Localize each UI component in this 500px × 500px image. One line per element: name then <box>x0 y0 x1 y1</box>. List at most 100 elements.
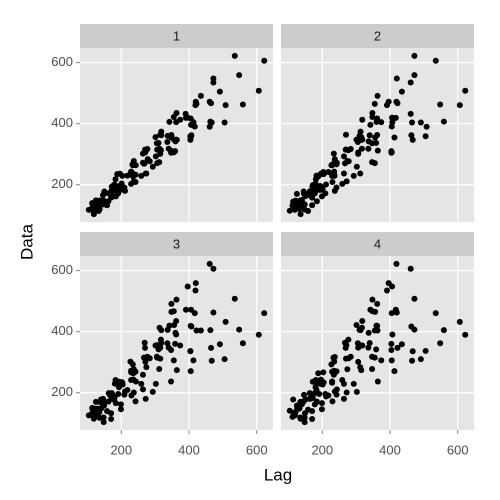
point <box>165 145 172 152</box>
point <box>146 158 153 165</box>
point <box>309 394 316 401</box>
point <box>187 347 194 354</box>
point <box>374 322 381 329</box>
point <box>207 118 214 125</box>
x-tick-label: 200 <box>311 442 333 457</box>
point <box>172 340 179 347</box>
point <box>354 139 361 146</box>
point <box>191 310 198 317</box>
point <box>182 110 189 117</box>
point <box>142 358 149 365</box>
y-tick-label: 600 <box>51 54 73 69</box>
point <box>111 393 118 400</box>
point <box>139 371 146 378</box>
point <box>173 296 180 303</box>
point <box>158 132 165 139</box>
point <box>369 353 376 360</box>
point <box>374 147 381 154</box>
point <box>132 398 139 405</box>
point <box>158 327 165 334</box>
point <box>339 376 346 383</box>
point <box>365 329 372 336</box>
point <box>130 389 137 396</box>
point <box>100 419 107 426</box>
point <box>149 163 156 170</box>
y-tick-label: 400 <box>51 115 73 130</box>
point <box>354 340 361 347</box>
point <box>152 153 159 160</box>
point <box>411 295 418 302</box>
point <box>132 378 139 385</box>
point <box>207 327 214 334</box>
point <box>432 310 439 317</box>
point <box>114 379 121 386</box>
point <box>339 180 346 187</box>
point <box>139 386 146 393</box>
point <box>385 280 392 287</box>
strip-label: 4 <box>374 236 381 251</box>
point <box>366 132 373 139</box>
point <box>301 419 308 426</box>
point <box>329 379 336 386</box>
point <box>141 344 148 351</box>
strip-background <box>80 24 273 48</box>
point <box>323 181 330 188</box>
point <box>355 358 362 365</box>
point <box>331 156 338 163</box>
point <box>141 160 148 167</box>
point <box>320 379 327 386</box>
point <box>383 102 390 109</box>
point <box>323 393 330 400</box>
point <box>318 400 325 407</box>
x-tick-label: 200 <box>110 442 132 457</box>
point <box>164 132 171 139</box>
x-tick-label: 400 <box>379 442 401 457</box>
point <box>343 342 350 349</box>
point <box>300 190 307 197</box>
point <box>193 327 200 334</box>
point <box>210 79 217 86</box>
point <box>329 171 336 178</box>
point <box>154 160 161 167</box>
point <box>417 119 424 126</box>
point <box>158 340 165 346</box>
point <box>293 190 300 197</box>
point <box>398 88 405 95</box>
point <box>119 185 126 192</box>
point <box>300 391 307 398</box>
point <box>329 368 336 375</box>
point <box>221 356 228 363</box>
point <box>297 415 304 422</box>
point <box>99 395 106 402</box>
point <box>347 353 354 360</box>
point <box>374 132 381 138</box>
point <box>333 368 340 375</box>
point <box>210 265 217 272</box>
point <box>394 344 401 351</box>
point <box>222 318 229 325</box>
point <box>112 400 119 407</box>
point <box>371 160 378 167</box>
point <box>153 353 160 360</box>
point <box>329 179 336 186</box>
point <box>231 295 238 302</box>
point <box>255 87 262 94</box>
point <box>408 323 415 330</box>
point <box>309 416 316 423</box>
point <box>320 369 327 376</box>
point <box>236 72 243 79</box>
point <box>197 327 204 334</box>
point <box>345 336 352 343</box>
point <box>216 88 223 95</box>
x-tick-label: 400 <box>178 442 200 457</box>
x-tick-label: 600 <box>447 442 469 457</box>
point <box>114 171 121 178</box>
point <box>99 197 106 204</box>
strip-label: 2 <box>374 28 381 43</box>
point <box>290 396 297 403</box>
point <box>132 171 139 178</box>
point <box>340 153 347 160</box>
point <box>423 123 430 130</box>
point <box>89 200 96 207</box>
